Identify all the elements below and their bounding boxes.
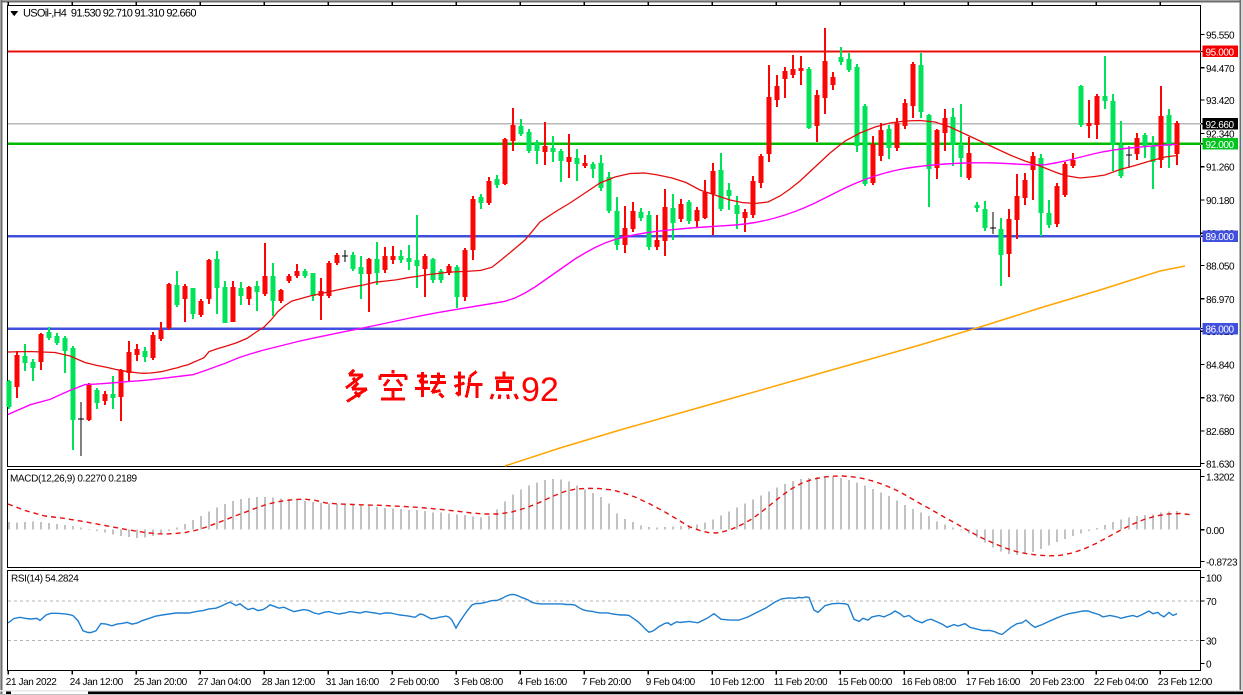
svg-text:81.630: 81.630 — [1206, 459, 1235, 470]
svg-text:84.840: 84.840 — [1206, 361, 1235, 372]
svg-text:20 Feb 23:00: 20 Feb 23:00 — [1030, 677, 1085, 688]
svg-text:MACD(12,26,9) 0.2270 0.2189: MACD(12,26,9) 0.2270 0.2189 — [10, 474, 138, 485]
svg-text:16 Feb 08:00: 16 Feb 08:00 — [902, 677, 957, 688]
svg-text:7 Feb 20:00: 7 Feb 20:00 — [582, 677, 632, 688]
svg-text:17 Feb 16:00: 17 Feb 16:00 — [966, 677, 1021, 688]
svg-text:83.760: 83.760 — [1206, 394, 1235, 405]
svg-text:10 Feb 12:00: 10 Feb 12:00 — [710, 677, 765, 688]
svg-text:82.680: 82.680 — [1206, 427, 1235, 438]
svg-text:30: 30 — [1206, 636, 1217, 647]
svg-text:94.470: 94.470 — [1206, 64, 1235, 75]
svg-text:86.000: 86.000 — [1206, 325, 1235, 336]
svg-text:0.00: 0.00 — [1206, 526, 1225, 537]
svg-text:28 Jan 12:00: 28 Jan 12:00 — [262, 677, 316, 688]
svg-text:11 Feb 20:00: 11 Feb 20:00 — [774, 677, 828, 688]
svg-text:92: 92 — [521, 371, 559, 409]
svg-text:-0.8723: -0.8723 — [1206, 558, 1238, 569]
svg-text:23 Feb 12:00: 23 Feb 12:00 — [1158, 677, 1213, 688]
svg-text:0: 0 — [1206, 660, 1212, 671]
svg-text:2 Feb 00:00: 2 Feb 00:00 — [390, 677, 440, 688]
svg-text:4 Feb 16:00: 4 Feb 16:00 — [518, 677, 568, 688]
svg-text:90.180: 90.180 — [1206, 196, 1235, 207]
svg-text:15 Feb 00:00: 15 Feb 00:00 — [838, 677, 893, 688]
svg-text:95.000: 95.000 — [1206, 47, 1235, 58]
svg-text:91.260: 91.260 — [1206, 163, 1235, 174]
svg-text:RSI(14) 54.2824: RSI(14) 54.2824 — [11, 574, 79, 585]
svg-text:86.970: 86.970 — [1206, 295, 1235, 306]
svg-text:21 Jan 2022: 21 Jan 2022 — [6, 677, 57, 688]
svg-text:88.050: 88.050 — [1206, 262, 1235, 273]
svg-text:3 Feb 08:00: 3 Feb 08:00 — [454, 677, 504, 688]
svg-text:92.660: 92.660 — [1206, 120, 1235, 131]
svg-text:USOil-,H4 91.530 92.710 91.31: USOil-,H4 91.530 92.710 91.310 92.660 — [23, 8, 196, 20]
svg-text:31 Jan 16:00: 31 Jan 16:00 — [326, 677, 380, 688]
svg-text:9 Feb 04:00: 9 Feb 04:00 — [646, 677, 696, 688]
svg-text:89.000: 89.000 — [1206, 232, 1235, 243]
svg-text:70: 70 — [1206, 597, 1217, 608]
svg-text:25 Jan 20:00: 25 Jan 20:00 — [134, 677, 188, 688]
svg-text:92.000: 92.000 — [1206, 140, 1235, 151]
svg-text:22 Feb 04:00: 22 Feb 04:00 — [1094, 677, 1149, 688]
svg-text:27 Jan 04:00: 27 Jan 04:00 — [198, 677, 252, 688]
svg-text:92.340: 92.340 — [1206, 129, 1235, 140]
svg-text:93.420: 93.420 — [1206, 96, 1235, 107]
svg-text:24 Jan 12:00: 24 Jan 12:00 — [70, 677, 124, 688]
svg-text:95.550: 95.550 — [1206, 31, 1235, 42]
svg-text:100: 100 — [1206, 574, 1222, 585]
svg-text:1.3202: 1.3202 — [1206, 473, 1235, 484]
